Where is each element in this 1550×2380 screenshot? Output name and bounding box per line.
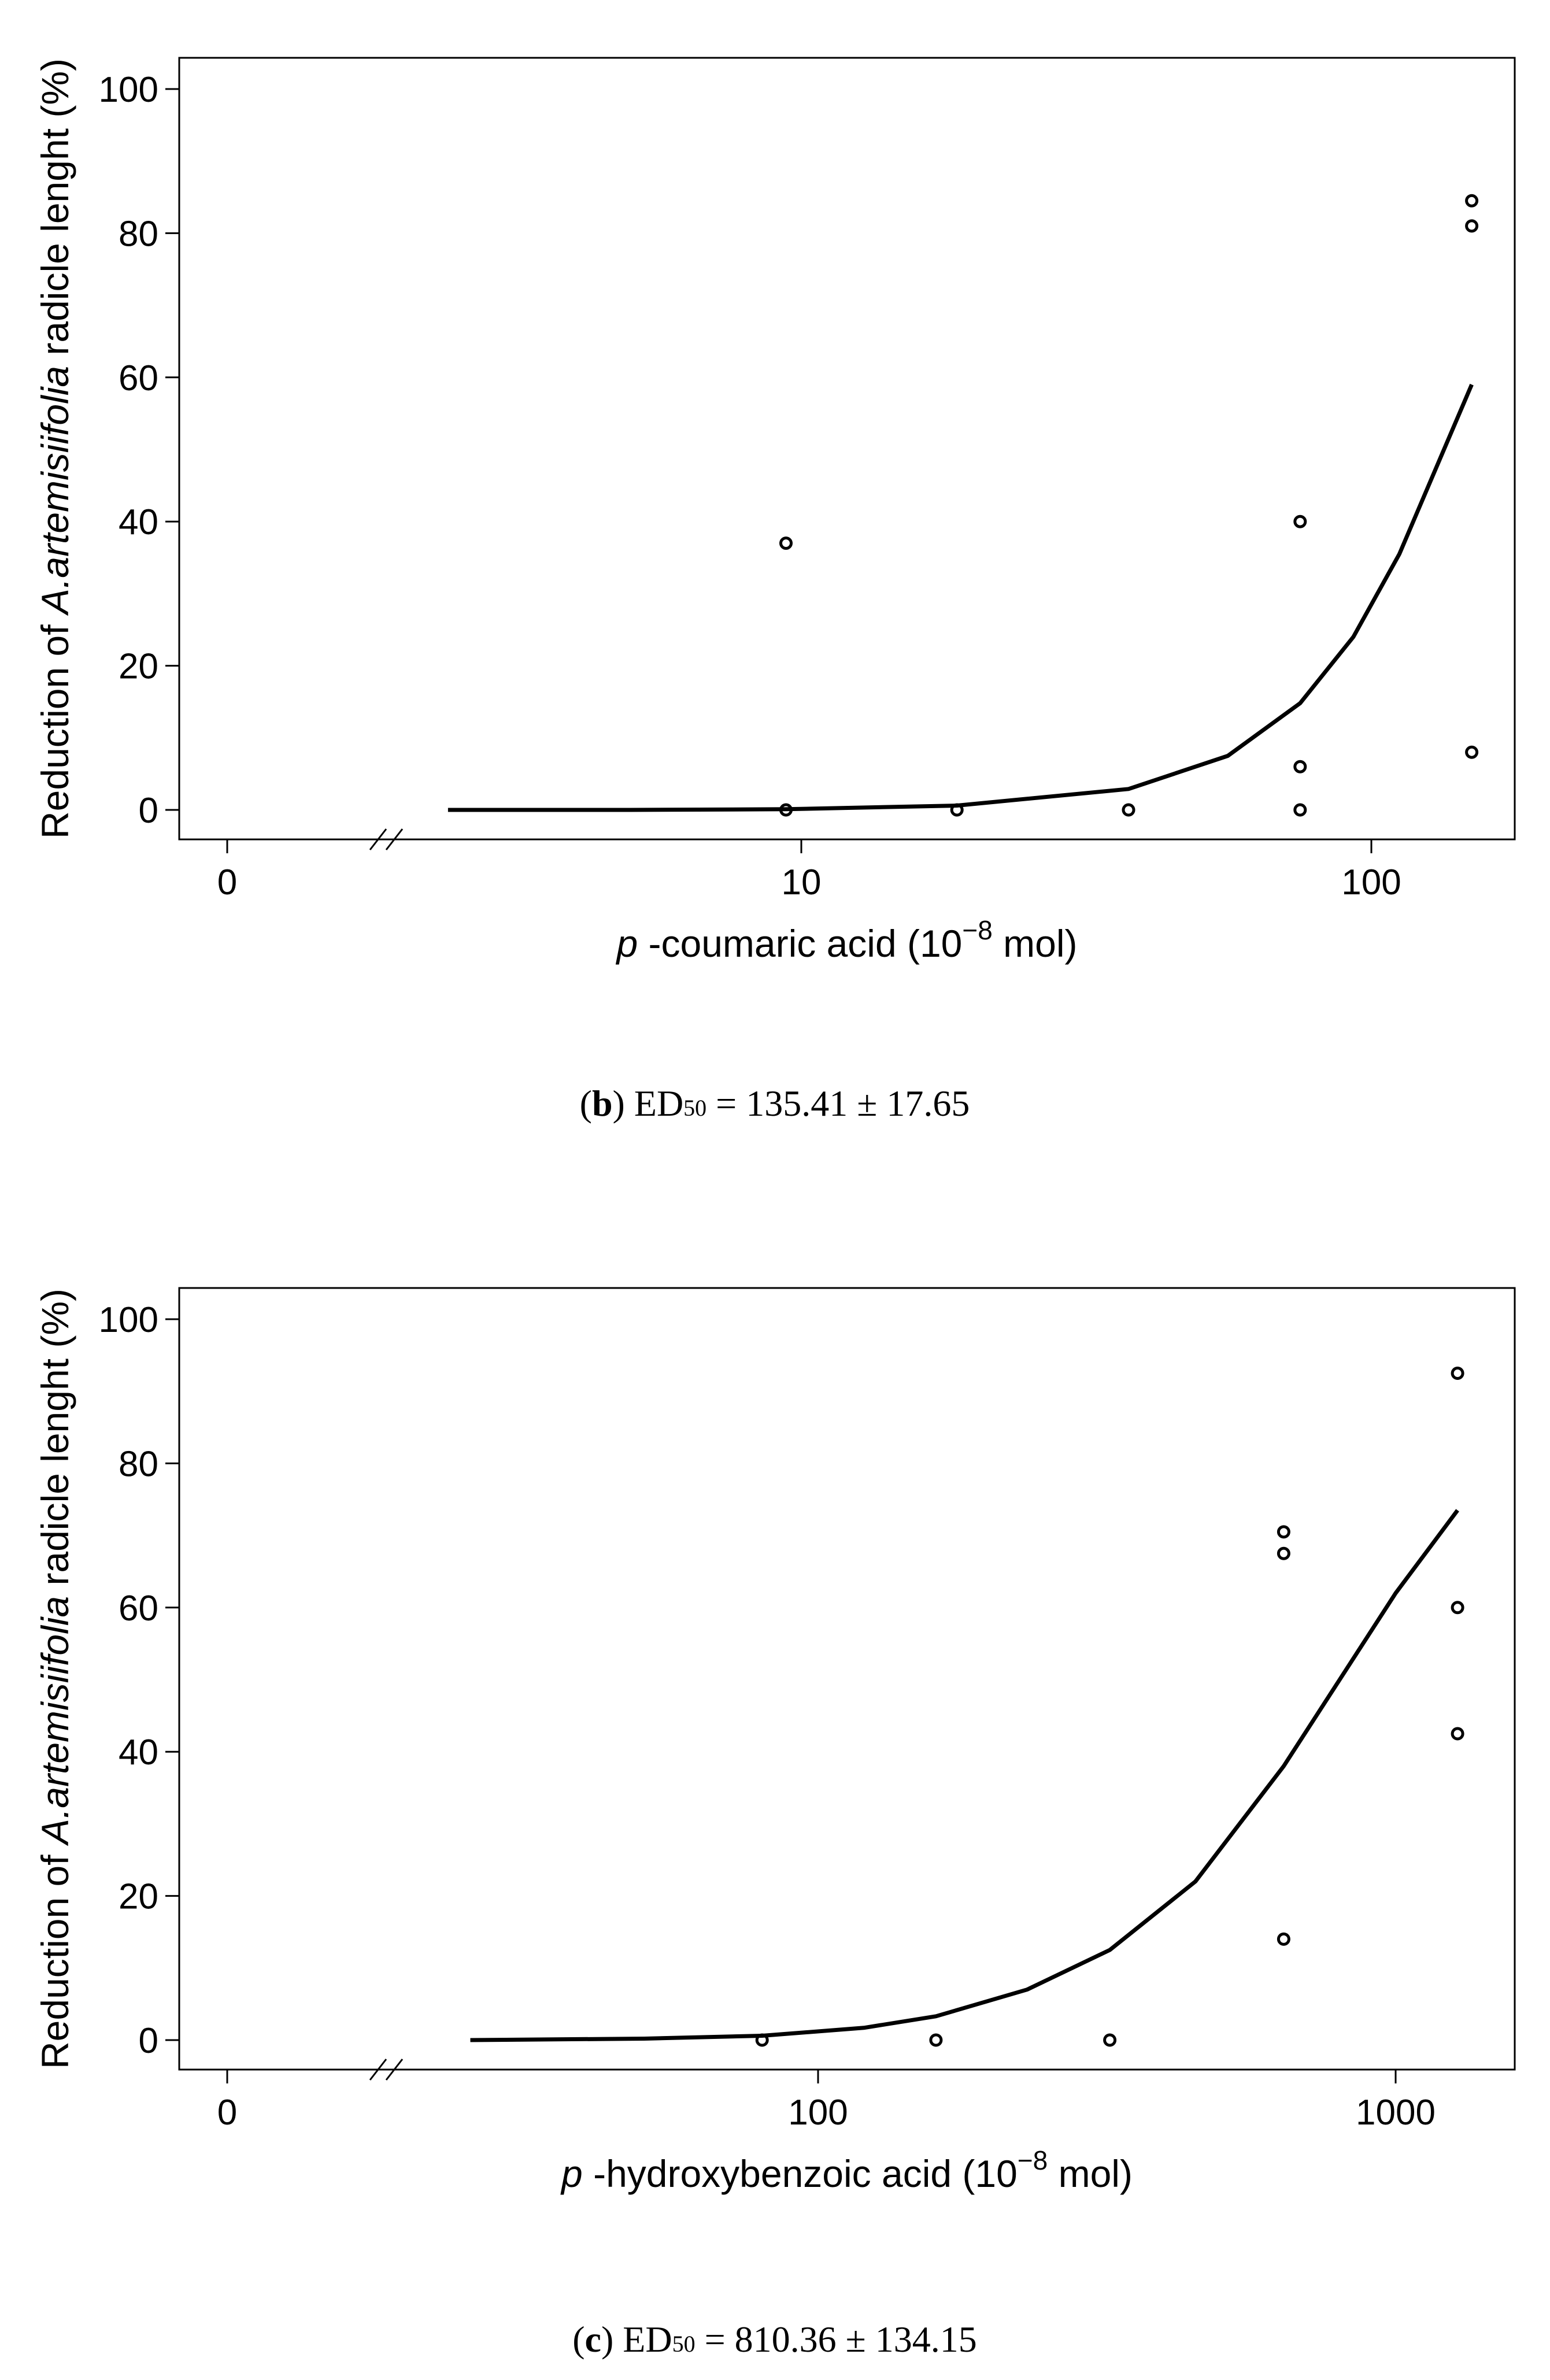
y-axis-title: Reduction of A.artemisiifolia radicle le… [34,58,76,839]
data-point [1465,745,1479,759]
y-tick-label: 60 [119,358,158,398]
plot-frame [178,1287,1516,2071]
data-point [1293,803,1307,817]
y-tick-label: 80 [119,214,158,254]
plot-frame [178,57,1516,841]
data-point [1277,1546,1290,1560]
data-points [755,1367,1464,2047]
data-point [1451,1727,1464,1741]
y-tick-label: 20 [119,647,158,687]
data-point [1277,1525,1290,1539]
y-tick-label: 40 [119,1733,158,1772]
axis-break-icon [369,2059,404,2081]
x-tick-label: 0 [217,863,237,902]
x-axis-title: p -hydroxybenzoic acid (10−8 mol) [560,2145,1133,2195]
x-tick-label: 0 [217,2093,237,2133]
chart-panel-c: 0 20 40 60 80 100 0 100 1000 Reduction of A.art… [34,1287,1516,2360]
y-tick-label: 40 [119,502,158,542]
data-points [779,194,1479,817]
fitted-curve [470,1509,1459,2042]
data-point [779,803,793,817]
data-point [1122,803,1135,817]
x-tick-label: 100 [1341,863,1401,902]
data-point [950,803,964,817]
y-tick-label: 80 [119,1444,158,1484]
y-axis-title: Reduction of A.artemisiifolia radicle le… [34,1289,76,2069]
data-point [1465,219,1479,233]
fitted-curve [447,383,1474,812]
data-point [1293,760,1307,773]
data-point [1103,2033,1117,2047]
y-axis: 0 20 40 60 80 100 [99,1300,180,2061]
x-axis-title: p -coumaric acid (10−8 mol) [615,915,1077,965]
y-axis: 0 20 40 60 80 100 [99,70,180,831]
panel-caption: (b) ED50 = 135.41 ± 17.65 [580,1083,970,1124]
data-point [1293,515,1307,528]
panel-caption: (c) ED50 = 810.36 ± 134.15 [572,2319,977,2360]
chart-panel-b: 0 20 40 60 80 100 0 10 100 Reduction of A.artem… [34,57,1516,1124]
data-point [779,536,793,550]
data-point [755,2033,769,2047]
y-tick-label: 20 [119,1877,158,1917]
x-axis: 0 100 1000 [217,2059,1436,2133]
data-point [1451,1367,1464,1380]
axis-break-icon [369,828,404,850]
x-axis: 0 10 100 [217,828,1401,902]
y-tick-label: 0 [139,791,158,831]
x-tick-label: 100 [788,2093,848,2133]
data-point [929,2033,943,2047]
y-tick-label: 100 [99,70,158,110]
y-tick-label: 0 [139,2021,158,2061]
data-point [1465,194,1479,208]
y-tick-label: 60 [119,1589,158,1628]
data-point [1277,1932,1290,1946]
x-tick-label: 1000 [1356,2093,1436,2133]
x-tick-label: 10 [782,863,822,902]
y-tick-label: 100 [99,1300,158,1340]
data-point [1451,1601,1464,1615]
